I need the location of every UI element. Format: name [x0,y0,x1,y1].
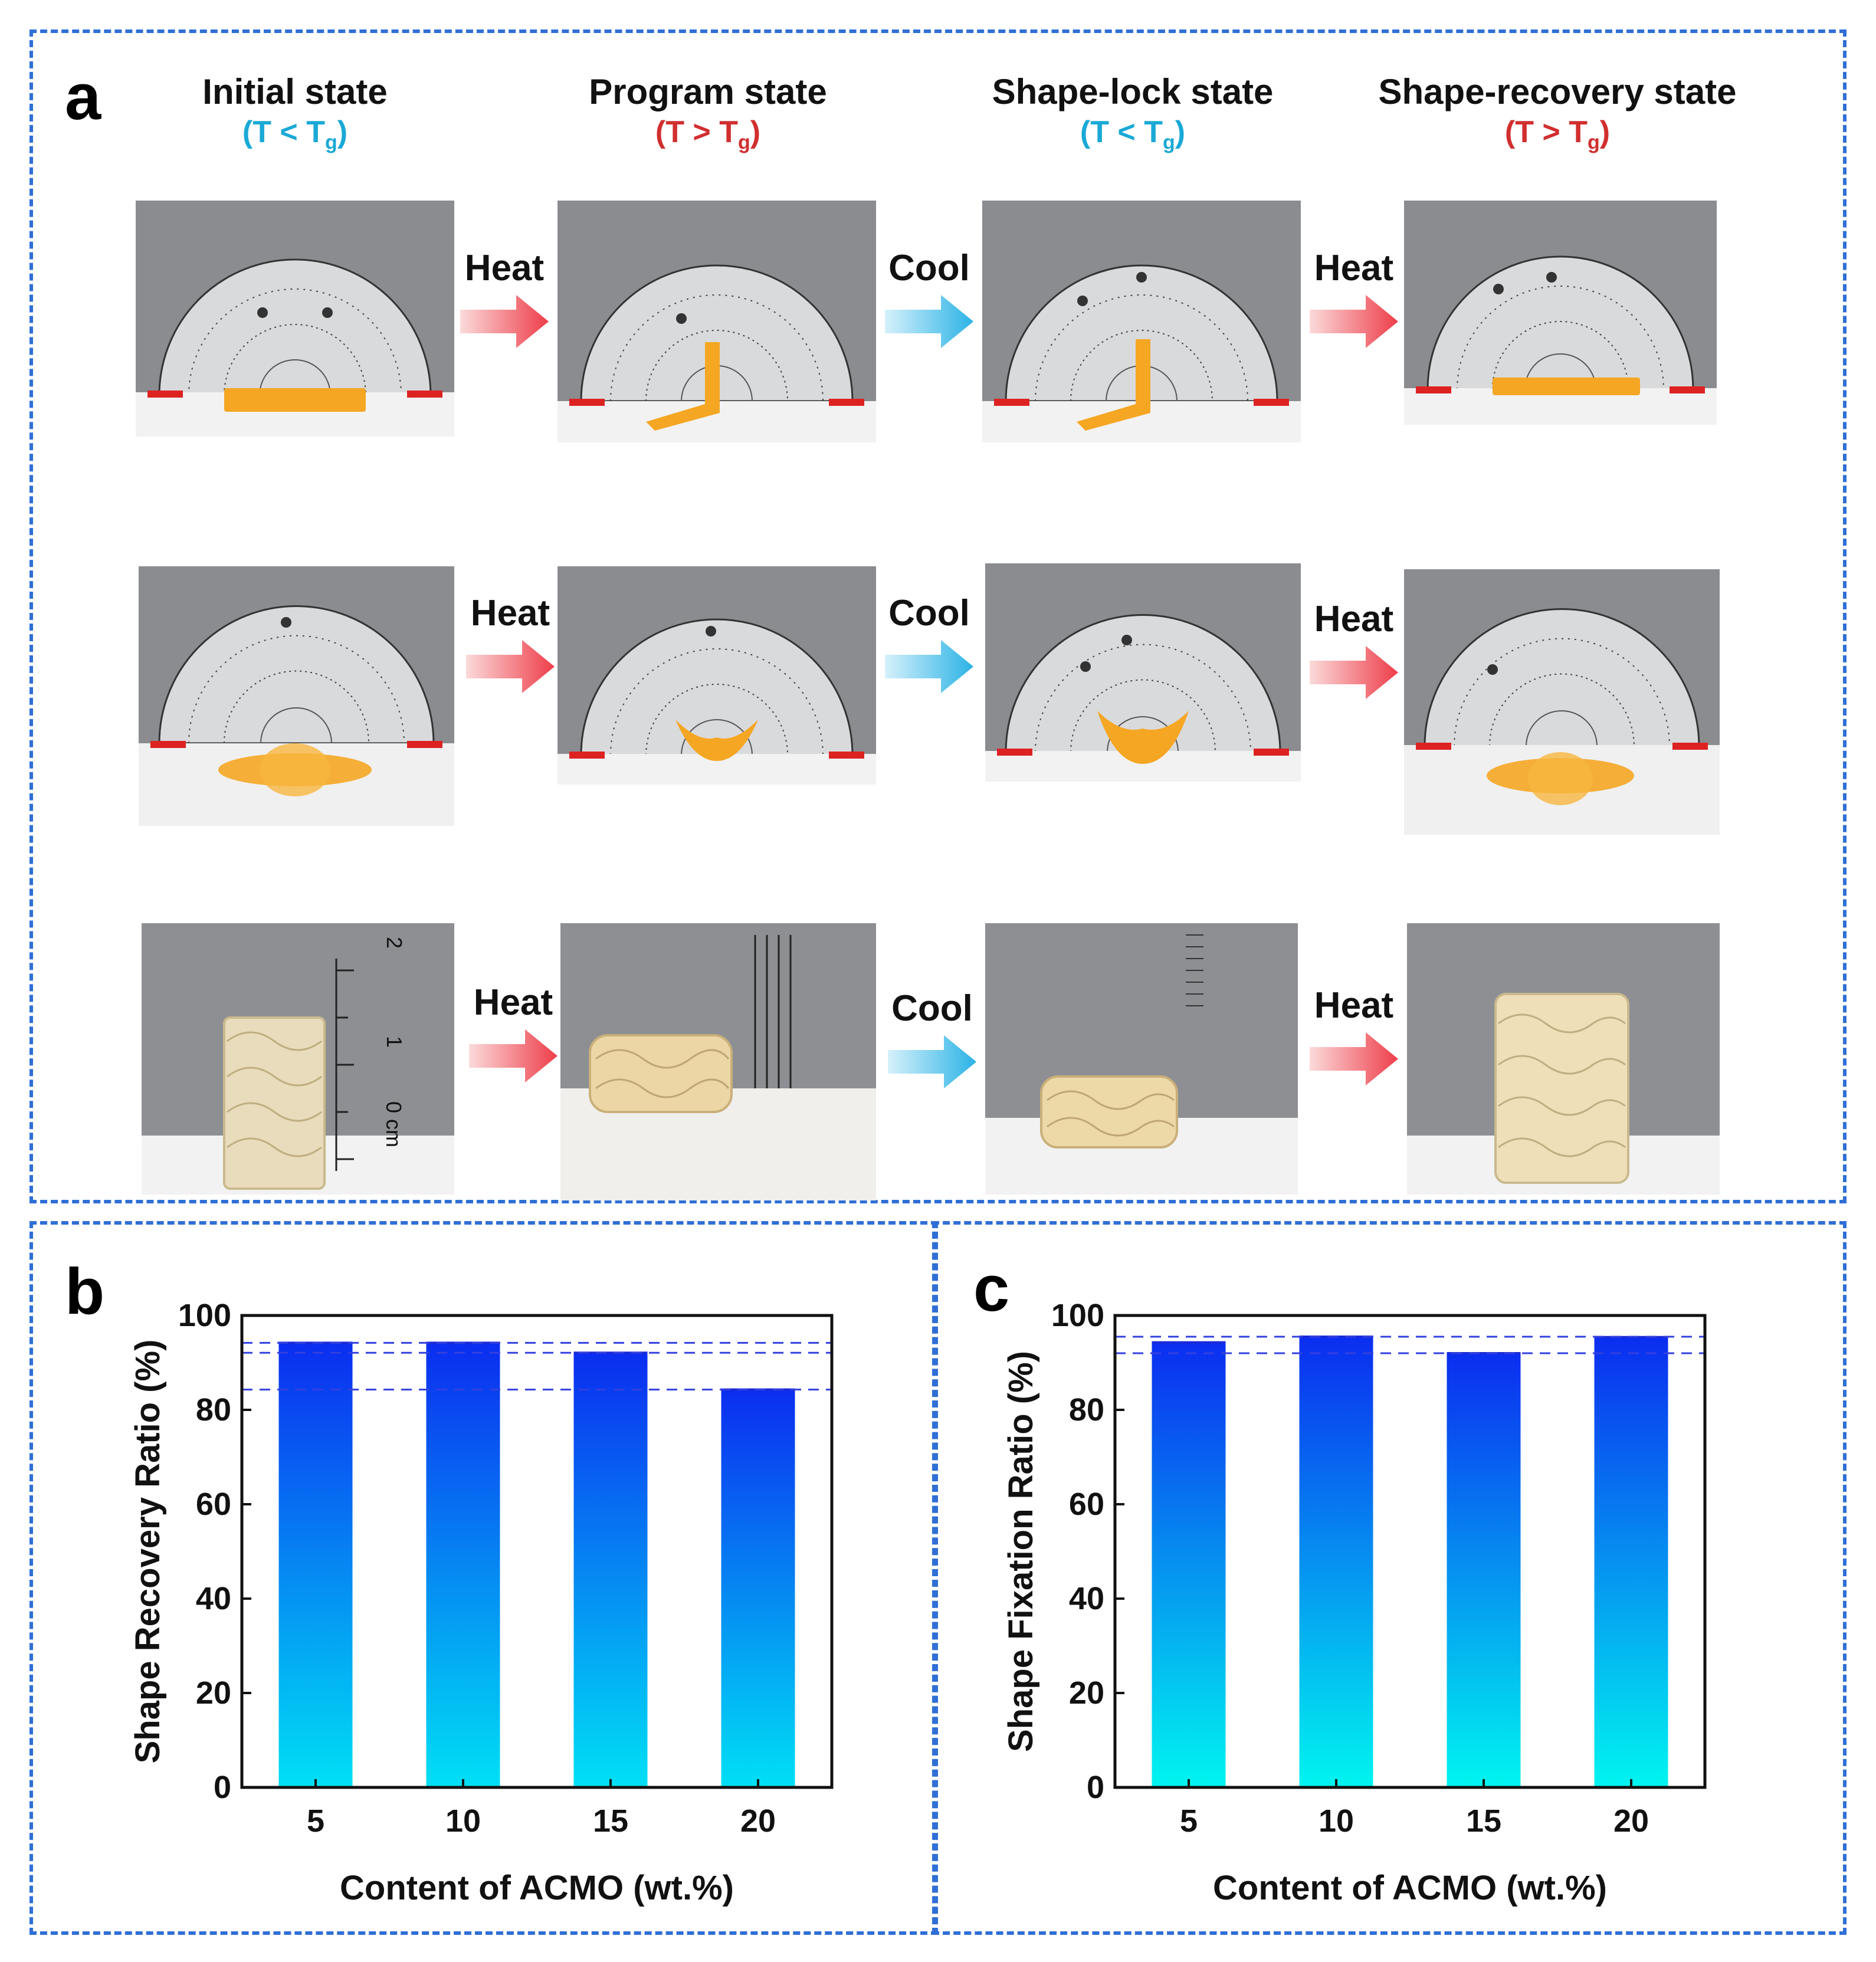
x-tick-label: 5 [307,1803,324,1839]
photo-row3-shape-recovery [1407,923,1720,1195]
state-name: Initial state [202,72,388,111]
state-header-initial: Initial state (T < Tg) [88,71,501,161]
y-axis-label: Shape Recovery Ratio (%) [129,1340,167,1764]
photo-row3-program [560,923,876,1200]
right-arrow-icon [469,1029,557,1082]
bar-10 [1299,1337,1373,1787]
photo-row3-initial: 2 1 0 cm [142,923,454,1195]
transition-row3-cool: Cool [882,988,982,1106]
y-tick-label: 60 [1069,1487,1104,1522]
bar-10 [426,1343,500,1787]
chart-shape-recovery-ratio: 5 10 15 20 0 20 40 60 80 100 Content of ACMO (wt.%… [129,1298,834,1907]
y-tick-label: 40 [1069,1581,1104,1616]
transition-label: Heat [1314,599,1394,639]
bar-20 [1594,1337,1668,1787]
state-name: Shape-recovery state [1378,72,1737,111]
transition-label: Cool [888,248,970,288]
plot-frame [1113,1314,1707,1789]
x-tick-label: 15 [593,1803,628,1839]
ruler-label-0cm: 0 cm [382,1101,406,1148]
photo-row2-initial [139,566,454,826]
y-tick-label: 0 [1087,1770,1104,1805]
photo-row2-program [557,566,876,785]
transition-row3-heat-2: Heat [1304,985,1404,1103]
photo-row1-shape-lock [982,201,1301,442]
right-arrow-icon [888,1035,976,1088]
x-tick-label: 10 [1319,1803,1354,1839]
transition-label: Heat [1314,248,1394,288]
panel-c-letter: c [973,1252,1010,1325]
photo-row3-shape-lock [985,923,1298,1195]
right-arrow-icon [1310,295,1398,348]
transition-row2-heat-1: Heat [460,593,560,711]
right-arrow-icon [1310,646,1398,699]
right-arrow-icon [885,295,973,348]
photo-row2-shape-recovery [1404,569,1720,835]
photo-row1-initial [136,201,454,437]
panel-b-frame [29,1221,938,1935]
right-arrow-icon [885,640,973,693]
y-tick-label: 80 [1069,1392,1104,1428]
x-tick-label: 5 [1180,1803,1198,1839]
state-header-shape-recovery: Shape-recovery state (T > Tg) [1345,71,1770,161]
right-arrow-icon [460,295,549,348]
bar-5 [278,1343,353,1787]
x-tick-label: 15 [1466,1803,1501,1839]
ruler-label-2: 2 [382,936,407,949]
panel-b-letter: b [65,1255,105,1328]
state-name: Program state [589,72,827,111]
right-arrow-icon [466,640,555,693]
photo-row1-shape-recovery [1404,201,1717,425]
panel-a-frame [29,29,1847,1203]
bar-15 [1447,1353,1521,1787]
state-name: Shape-lock state [992,72,1274,111]
ruler-label-1: 1 [382,1035,407,1048]
state-condition: (T < Tg) [242,115,348,154]
transition-label: Heat [1314,985,1394,1026]
chart-shape-fixation-ratio: 5 10 15 20 0 20 40 60 80 100 Content of ACMO (wt.%… [1002,1298,1707,1907]
photo-row1-program [557,201,876,442]
transition-row1-cool: Cool [879,248,979,366]
transition-row1-heat-1: Heat [454,248,555,366]
state-condition: (T > Tg) [655,115,761,154]
transition-label: Cool [888,593,970,634]
right-arrow-icon [1310,1032,1398,1085]
bar-15 [573,1353,648,1787]
x-tick-label: 10 [445,1803,481,1839]
state-condition: (T < Tg) [1080,115,1186,154]
y-tick-label: 0 [214,1770,231,1805]
transition-row3-heat-1: Heat [463,982,563,1100]
x-tick-label: 20 [1613,1803,1649,1839]
bar-5 [1152,1342,1226,1787]
y-tick-label: 60 [196,1487,231,1522]
y-tick-label: 80 [196,1392,231,1428]
transition-row2-heat-2: Heat [1304,599,1404,717]
bar-20 [721,1389,795,1787]
x-axis-label: Content of ACMO (wt.%) [340,1869,734,1907]
plot-frame [240,1314,834,1789]
y-tick-label: 100 [178,1298,231,1333]
panel-a-letter: a [65,61,101,133]
photo-row2-shape-lock [985,563,1301,782]
y-axis-label: Shape Fixation Ratio (%) [1002,1351,1040,1752]
transition-label: Cool [891,988,973,1029]
transition-label: Heat [470,593,550,634]
x-tick-label: 20 [740,1803,776,1839]
panel-c-frame [932,1221,1847,1935]
x-axis-label: Content of ACMO (wt.%) [1213,1869,1607,1907]
transition-label: Heat [473,982,553,1023]
state-condition: (T > Tg) [1504,115,1611,154]
y-tick-label: 100 [1051,1298,1104,1333]
y-tick-label: 40 [196,1581,231,1616]
transition-row2-cool: Cool [879,593,979,711]
y-tick-label: 20 [196,1675,231,1711]
transition-row1-heat-2: Heat [1304,248,1404,366]
state-header-shape-lock: Shape-lock state (T < Tg) [926,71,1339,161]
y-tick-label: 20 [1069,1675,1104,1711]
state-header-program: Program state (T > Tg) [501,71,914,161]
transition-label: Heat [464,248,545,288]
